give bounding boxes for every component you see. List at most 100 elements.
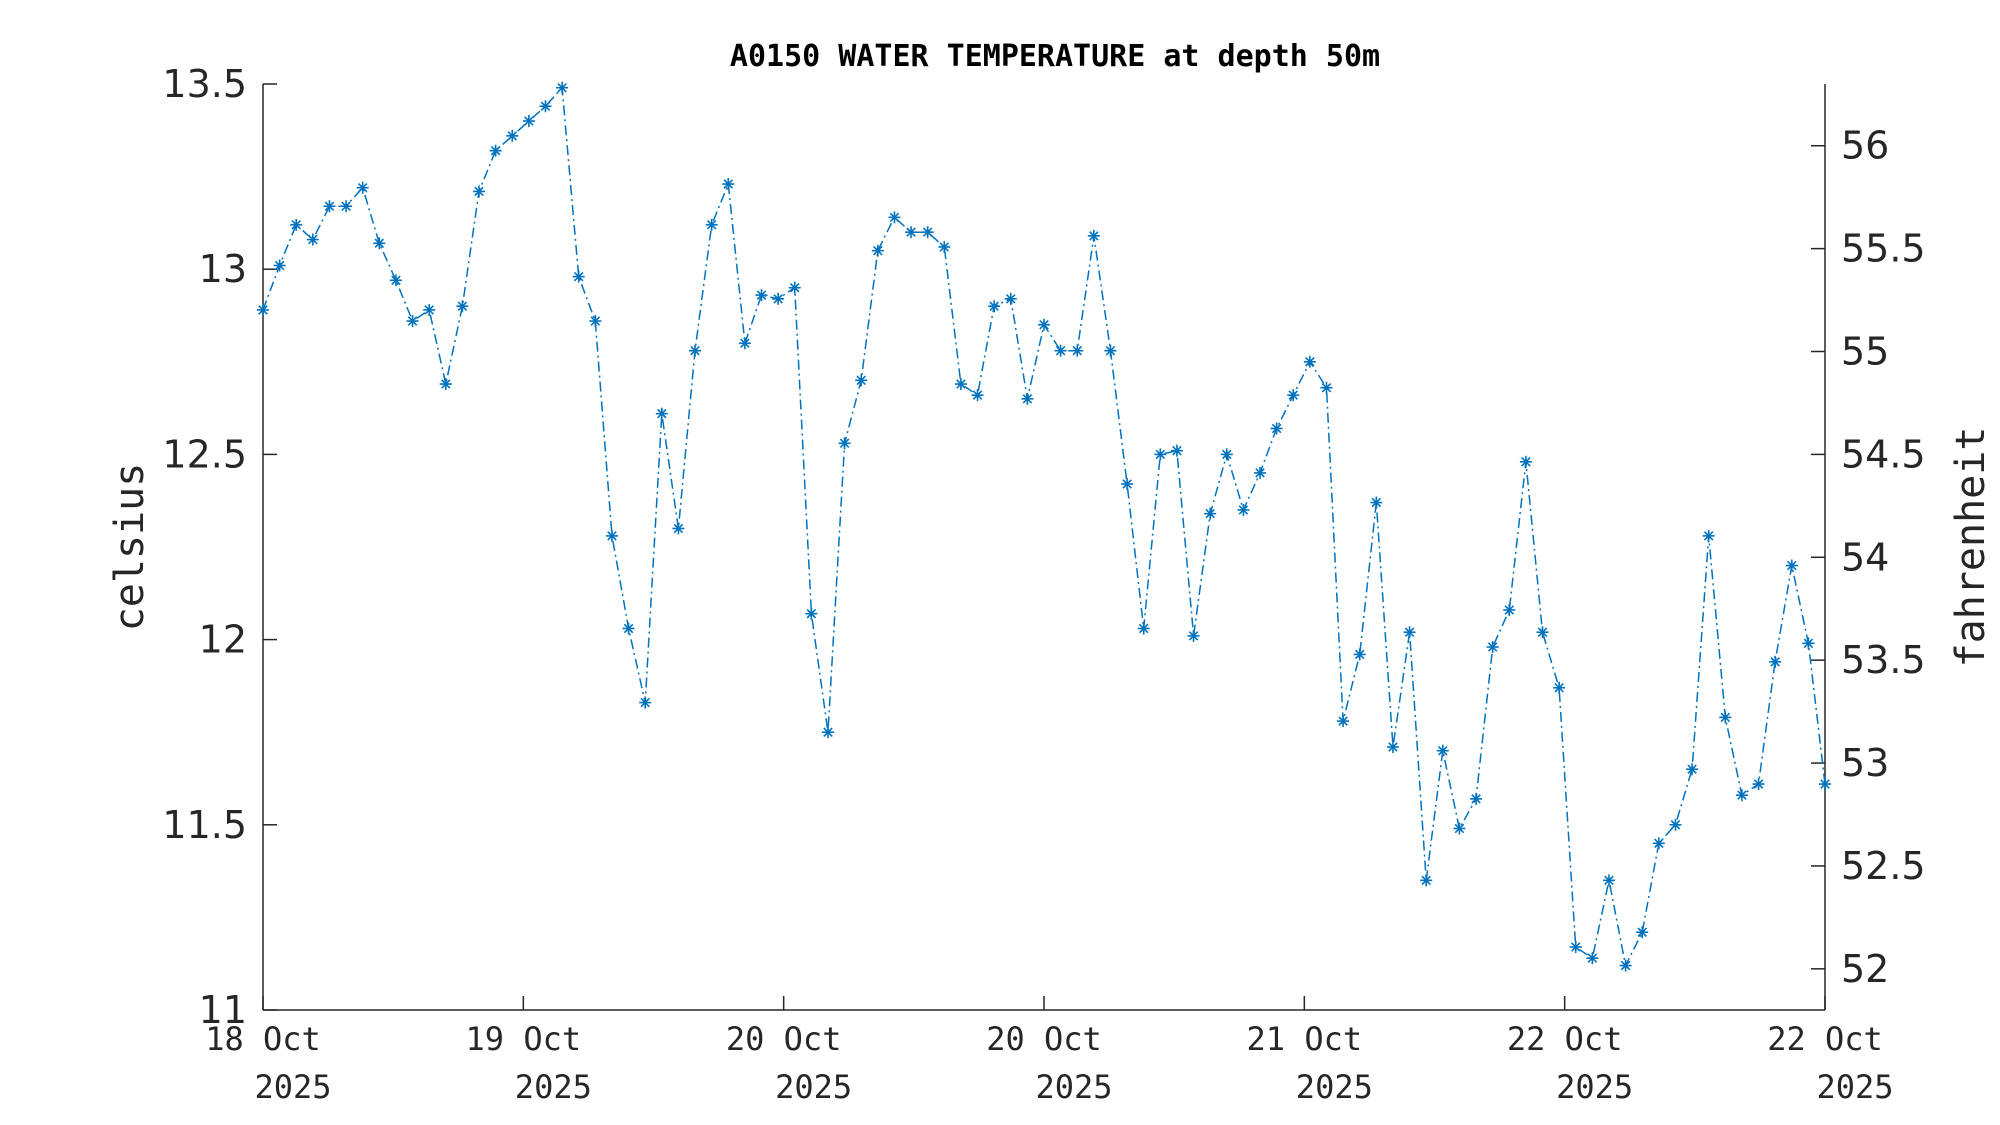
data-point (1054, 344, 1067, 357)
data-point (1337, 715, 1350, 728)
y-tick-label-left: 13 (199, 247, 247, 291)
data-point (1420, 874, 1433, 887)
data-point (406, 315, 419, 328)
chart-title: A0150 WATER TEMPERATURE at depth 50m (730, 39, 1380, 74)
data-point (672, 522, 685, 535)
data-point (1320, 381, 1333, 394)
data-point (1021, 392, 1034, 405)
data-point (1686, 763, 1699, 776)
data-point (938, 240, 951, 253)
data-point (1237, 503, 1250, 516)
x-tick-label-year: 2025 (1556, 1068, 1633, 1106)
data-point (1370, 496, 1383, 509)
data-point (1087, 229, 1100, 242)
y-tick-label-right: 53.5 (1841, 638, 1926, 682)
data-point (772, 292, 785, 305)
data-point (1735, 789, 1748, 802)
data-point (755, 289, 768, 302)
data-point (572, 270, 585, 283)
data-point (1170, 444, 1183, 457)
x-tick-label-year: 2025 (775, 1068, 852, 1106)
x-tick-label-year: 2025 (254, 1068, 331, 1106)
data-point (1569, 941, 1582, 954)
data-point (1453, 822, 1466, 835)
data-point (423, 303, 436, 316)
data-point (705, 218, 718, 231)
data-point (356, 181, 369, 194)
data-point (1071, 344, 1084, 357)
data-point (1619, 959, 1632, 972)
data-point (1121, 478, 1134, 491)
y-axis-label-right: fahrenheit (1948, 427, 1994, 668)
y-tick-label-left: 12 (199, 618, 247, 662)
data-point (1536, 626, 1549, 639)
data-point (323, 200, 336, 213)
data-point (1636, 926, 1649, 939)
x-tick-label-date: 22 Oct (1767, 1020, 1883, 1058)
data-point (522, 115, 535, 128)
data-point (1154, 448, 1167, 461)
data-point (738, 337, 751, 350)
data-point (622, 622, 635, 635)
data-point (1819, 778, 1831, 791)
temperature-series (257, 81, 1831, 972)
y-tick-label-left: 11.5 (162, 803, 247, 847)
y-tick-label-right: 55.5 (1841, 227, 1926, 271)
data-point (1503, 603, 1516, 616)
x-ticks: 18 Oct 2025 19 Oct 2025 20 Oct 2025 20 Oct 2025… (205, 996, 1894, 1106)
data-point (290, 218, 303, 231)
y-tick-label-left: 11 (199, 988, 247, 1032)
data-point (605, 529, 618, 542)
data-point (456, 300, 469, 313)
y-tick-label-right: 56 (1841, 124, 1889, 168)
data-point (539, 100, 552, 113)
data-point (921, 226, 934, 239)
data-point (1004, 292, 1017, 305)
data-point (1287, 389, 1300, 402)
data-point (1254, 466, 1267, 479)
data-point (1220, 448, 1233, 461)
data-point (1802, 637, 1815, 650)
data-point (306, 233, 319, 246)
data-point (1270, 422, 1283, 435)
data-point (788, 281, 801, 294)
data-point (1752, 778, 1765, 791)
data-point (1602, 874, 1615, 887)
x-tick-label-date: 20 Oct (986, 1020, 1102, 1058)
data-point (805, 607, 818, 620)
data-point (589, 315, 602, 328)
y-tick-label-right: 54.5 (1841, 432, 1926, 476)
series-line (262, 85, 1826, 968)
data-point (689, 344, 702, 357)
data-point (1785, 559, 1798, 572)
data-point (1719, 711, 1732, 724)
data-point (888, 211, 901, 224)
data-point (489, 144, 502, 157)
data-point (1038, 318, 1050, 331)
y-tick-label-right: 52.5 (1841, 844, 1926, 888)
y-tick-label-left: 12.5 (162, 432, 247, 476)
data-point (971, 389, 984, 402)
data-point (1486, 641, 1499, 654)
x-tick-label-date: 20 Oct (726, 1020, 842, 1058)
x-tick-label-year: 2025 (1816, 1068, 1893, 1106)
data-point (1303, 355, 1316, 368)
data-point (1553, 681, 1566, 694)
data-point (473, 185, 486, 198)
x-tick-label-date: 18 Oct (205, 1020, 321, 1058)
data-point (1187, 629, 1200, 642)
data-point (506, 129, 519, 142)
axes (262, 84, 1826, 1011)
data-point (722, 178, 735, 191)
data-point (1403, 626, 1416, 639)
x-tick-label-date: 21 Oct (1247, 1020, 1363, 1058)
data-point (1669, 818, 1682, 831)
data-point (439, 378, 452, 391)
right-y-ticks: 52 52.5 53 53.5 54 54.5 55 55.5 56 (1811, 124, 1926, 991)
data-point (655, 407, 668, 420)
data-point (1652, 837, 1665, 850)
data-point (1436, 744, 1449, 757)
data-point (1204, 507, 1217, 520)
left-y-ticks: 11 11.5 12 12.5 13 13.5 (162, 62, 277, 1032)
x-tick-label-year: 2025 (1035, 1068, 1112, 1106)
